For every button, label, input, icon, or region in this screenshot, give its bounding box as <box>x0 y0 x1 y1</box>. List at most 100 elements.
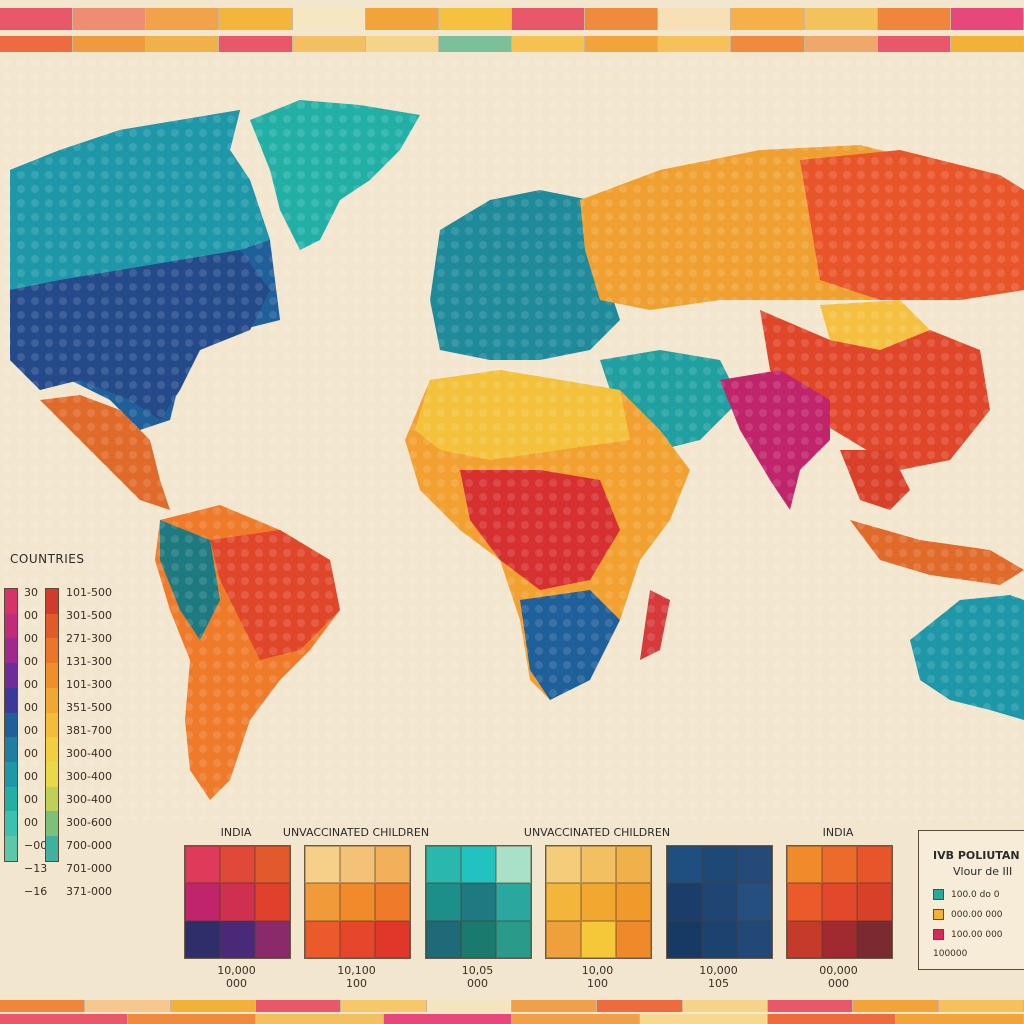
legend-right-tick: 371-000 <box>66 885 112 898</box>
grid-cell <box>461 920 496 958</box>
grid-cell <box>185 883 220 921</box>
grid-cell <box>305 920 340 958</box>
legend-swatch <box>46 836 58 861</box>
grid-caption: 10,00 100 <box>545 964 650 990</box>
bot2-segment <box>256 1014 384 1024</box>
grid-cell <box>546 846 581 884</box>
top2-segment <box>950 36 1024 52</box>
grid-cell <box>581 920 616 958</box>
grid-cell <box>667 846 702 884</box>
legend-left-tick: 30 <box>24 586 38 599</box>
legend-left-tick: 00 <box>24 724 38 737</box>
grid-cell <box>255 883 290 921</box>
bot1-segment <box>341 1000 427 1012</box>
legend-right-tick: 101-300 <box>66 678 112 691</box>
top2-segment <box>292 36 366 52</box>
legend-left-tick: −16 <box>24 885 48 898</box>
grid-cell <box>496 846 531 884</box>
legend-right-tick: 301-500 <box>66 609 112 622</box>
top1-segment <box>146 8 220 30</box>
world-map <box>0 60 1024 820</box>
bottom-decorative-band-secondary <box>0 1014 1024 1024</box>
top2-segment <box>585 36 659 52</box>
top-decorative-band-secondary <box>0 36 1024 52</box>
grid-label: INDIA <box>220 826 252 839</box>
bot1-segment <box>767 1000 854 1012</box>
info-swatch <box>933 909 944 920</box>
grid-cell <box>857 883 892 921</box>
info-footer: 100000 <box>933 949 968 959</box>
grid-cell <box>305 846 340 884</box>
legend-right-tick: 700-000 <box>66 839 112 852</box>
info-item-label: 100.0 do 0 <box>951 890 1000 900</box>
legend-swatch <box>46 712 58 738</box>
legend-swatch <box>46 762 58 787</box>
top1-segment <box>804 8 878 30</box>
grid-label: UNVACCINATED CHILDREN <box>523 826 671 839</box>
grid-cell <box>857 846 892 884</box>
info-item-label: 000.00 000 <box>951 910 1003 920</box>
color-grid <box>786 845 893 959</box>
legend-right-tick: 131-300 <box>66 655 112 668</box>
info-swatch <box>933 889 944 900</box>
grid-cell <box>461 846 496 884</box>
grid-caption: 00,000 000 <box>786 964 891 990</box>
legend-left-tick: 00 <box>24 632 38 645</box>
top1-segment <box>585 8 659 30</box>
grid-cell <box>787 920 822 958</box>
grid-cell <box>737 846 772 884</box>
grid-cell <box>375 920 410 958</box>
grid-cell <box>461 883 496 921</box>
legend-swatch <box>5 687 17 713</box>
legend-swatch <box>46 737 58 763</box>
info-item-label: 100.00 000 <box>951 930 1003 940</box>
legend-left-tick: 00 <box>24 793 38 806</box>
grid-cell <box>375 883 410 921</box>
grid-cell <box>737 920 772 958</box>
grid-cell <box>340 920 375 958</box>
grid-cell <box>255 920 290 958</box>
grid-caption-line: 10,05 <box>461 964 494 977</box>
top1-segment <box>292 8 366 30</box>
grid-cell <box>616 920 651 958</box>
legend-swatch <box>46 589 58 614</box>
grid-cell <box>496 920 531 958</box>
grid-caption-line: 105 <box>708 977 729 990</box>
grid-label: INDIA <box>822 826 854 839</box>
legend-swatch <box>46 687 58 713</box>
legend-left-bar <box>4 588 18 862</box>
legend-right-tick: 271-300 <box>66 632 112 645</box>
grid-cell <box>822 846 857 884</box>
legend-swatch <box>5 589 17 614</box>
info-box-subtitle: Vlour de III <box>953 865 1013 878</box>
bot1-segment <box>85 1000 171 1012</box>
bot1-segment <box>938 1000 1024 1012</box>
top2-segment <box>804 36 878 52</box>
bottom-decorative-band <box>0 1000 1024 1012</box>
grid-caption-line: 000 <box>828 977 849 990</box>
grid-cell <box>857 920 892 958</box>
legend-swatch <box>5 737 17 763</box>
legend-swatch <box>5 836 17 861</box>
top1-segment <box>877 8 951 30</box>
legend-right-tick: 300-400 <box>66 793 112 806</box>
bot2-segment <box>768 1014 896 1024</box>
top1-segment <box>0 8 74 30</box>
legend-right-tick: 300-600 <box>66 816 112 829</box>
legend-left-tick: −13 <box>24 862 48 875</box>
bot1-segment <box>426 1000 512 1012</box>
grid-cell <box>702 920 737 958</box>
grid-caption-line: 00,000 <box>819 964 858 977</box>
legend-right-tick: 101-500 <box>66 586 112 599</box>
legend-swatch <box>46 613 58 639</box>
grid-cell <box>702 883 737 921</box>
legend-swatch <box>46 811 58 837</box>
legend-left-tick: 00 <box>24 747 38 760</box>
grid-caption: 10,000 105 <box>666 964 771 990</box>
top2-segment <box>219 36 293 52</box>
grid-cell <box>220 920 255 958</box>
legend-left-tick: 00 <box>24 770 38 783</box>
color-grid <box>666 845 773 959</box>
legend-swatch <box>5 786 17 812</box>
